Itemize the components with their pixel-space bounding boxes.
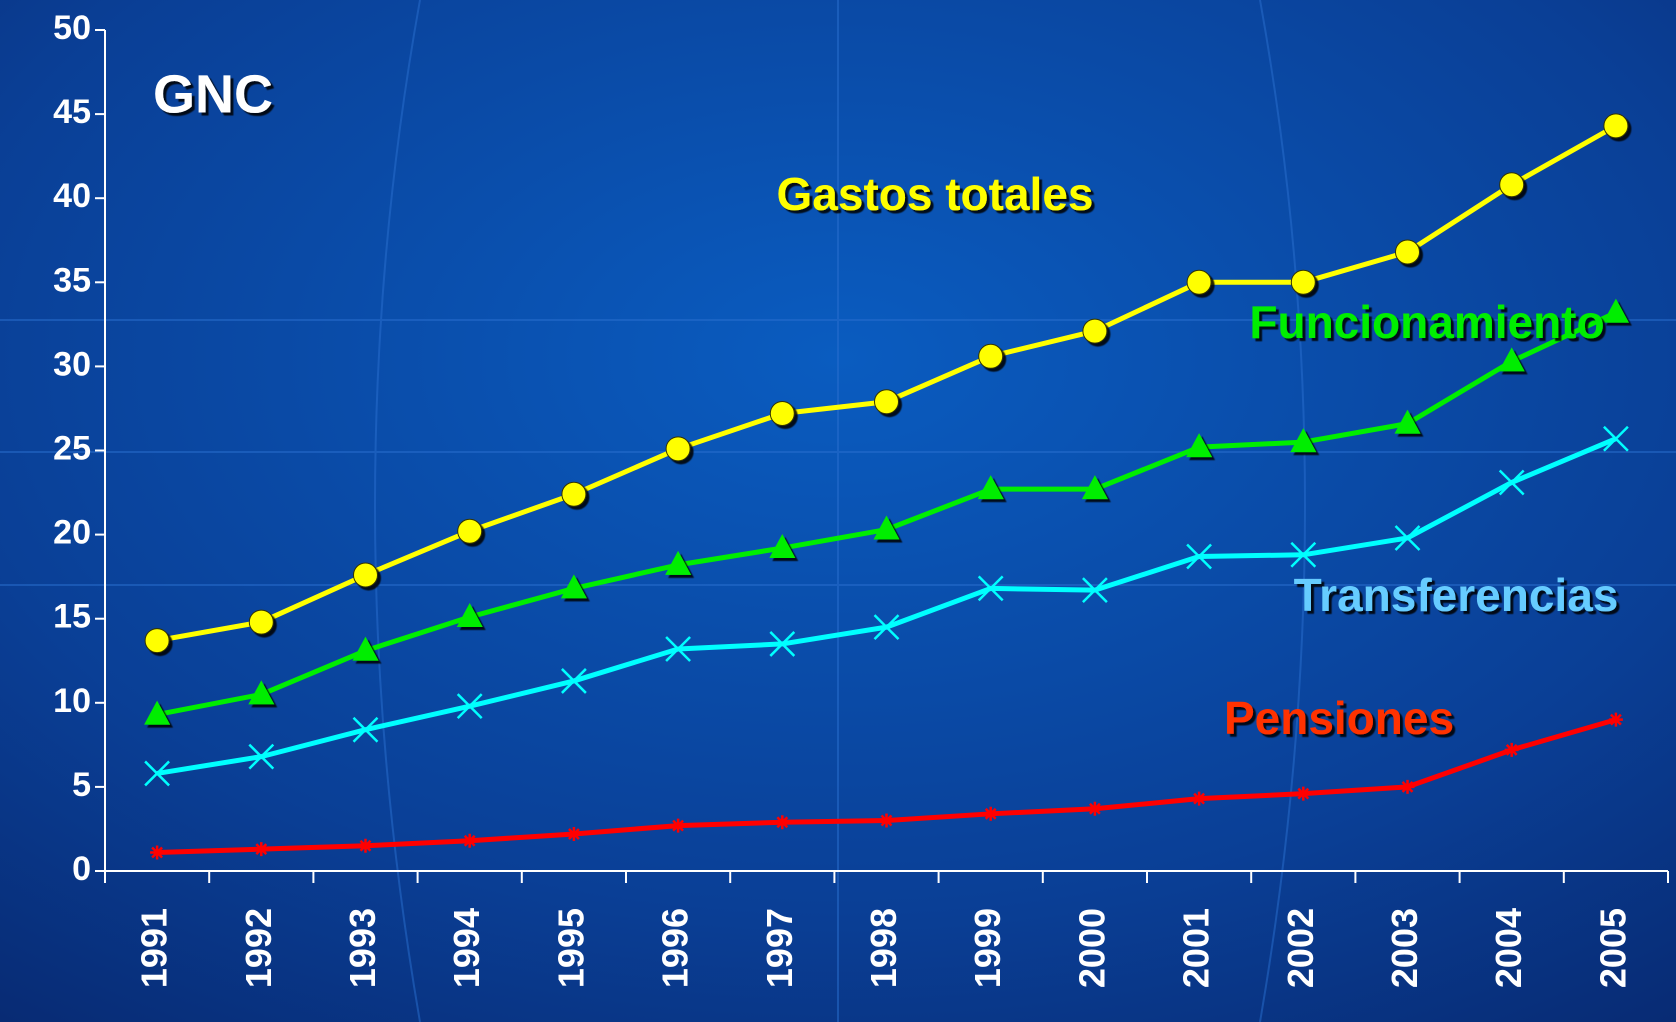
x-tick-label: 2001: [1176, 908, 1217, 988]
series: [144, 298, 1629, 725]
x-tick-label: 2005: [1592, 908, 1633, 988]
marker: [775, 815, 790, 830]
marker: [769, 534, 796, 559]
marker: [978, 343, 1004, 369]
y-tick-label: 40: [53, 177, 91, 215]
x-tick-label: 1993: [342, 908, 383, 988]
marker: [665, 436, 691, 462]
marker: [879, 813, 894, 828]
series-label: Gastos totales: [777, 168, 1094, 220]
annotation: GNC: [153, 64, 273, 124]
marker: [1498, 469, 1525, 496]
y-tick-label: 25: [53, 429, 91, 467]
y-tick-label: 50: [53, 9, 91, 47]
marker: [1290, 269, 1316, 295]
marker: [1394, 409, 1421, 434]
marker: [983, 806, 998, 821]
marker: [873, 515, 900, 540]
marker: [1296, 786, 1311, 801]
marker: [1394, 525, 1421, 551]
x-tick-label: 1994: [446, 908, 487, 988]
x-tick-label: 1996: [655, 908, 696, 988]
x-tick-label: 1995: [550, 908, 591, 988]
marker: [358, 838, 373, 853]
marker: [1608, 712, 1623, 727]
y-tick-label: 10: [53, 682, 91, 720]
marker: [1192, 791, 1207, 806]
marker: [671, 818, 686, 833]
series-label: Funcionamiento: [1249, 296, 1604, 348]
x-tick-label: 2002: [1280, 908, 1321, 988]
marker: [769, 400, 795, 426]
x-tick-label: 1997: [759, 908, 800, 988]
marker: [1082, 577, 1108, 603]
marker: [1602, 298, 1629, 323]
marker: [248, 743, 275, 770]
marker: [874, 389, 899, 415]
series: [150, 712, 1623, 860]
y-tick-label: 15: [53, 598, 91, 636]
marker: [1290, 541, 1317, 568]
marker: [254, 842, 269, 857]
marker: [665, 550, 692, 575]
x-tick-label: 1998: [863, 908, 904, 988]
marker: [1186, 543, 1212, 570]
marker: [977, 575, 1004, 602]
marker: [977, 475, 1004, 500]
x-tick-label: 2003: [1384, 908, 1425, 988]
marker: [456, 693, 483, 720]
x-tick-label: 2004: [1488, 908, 1529, 988]
series-label: Transferencias: [1294, 569, 1619, 621]
marker: [1186, 269, 1212, 295]
marker: [1186, 433, 1213, 458]
marker: [1603, 425, 1629, 452]
marker: [566, 826, 581, 841]
y-tick-label: 35: [53, 261, 91, 299]
series: [144, 425, 1629, 787]
marker: [150, 845, 165, 860]
y-tick-label: 45: [53, 93, 91, 131]
marker: [1082, 318, 1108, 344]
marker: [873, 614, 900, 640]
x-tick-label: 2000: [1071, 908, 1112, 988]
marker: [248, 609, 274, 635]
marker: [769, 631, 796, 657]
y-tick-label: 5: [72, 766, 91, 804]
marker: [561, 481, 587, 507]
marker: [248, 680, 275, 705]
marker: [144, 760, 170, 787]
x-tick-label: 1991: [134, 908, 175, 988]
marker: [1290, 428, 1317, 453]
marker: [456, 603, 483, 628]
series: [144, 113, 1629, 654]
marker: [353, 562, 378, 588]
marker: [352, 716, 379, 743]
x-tick-label: 1992: [238, 908, 279, 988]
marker: [1498, 347, 1525, 372]
marker: [1504, 742, 1519, 757]
marker: [1087, 801, 1102, 816]
marker: [1499, 172, 1525, 198]
marker: [352, 636, 379, 661]
marker: [1395, 239, 1420, 265]
series-label: Pensiones: [1224, 692, 1454, 744]
x-tick-label: 1999: [967, 908, 1008, 988]
marker: [1081, 475, 1108, 500]
marker: [457, 518, 483, 544]
y-tick-label: 20: [53, 514, 91, 552]
marker: [665, 636, 691, 662]
marker: [1603, 113, 1629, 139]
y-tick-label: 30: [53, 345, 91, 383]
marker: [144, 628, 170, 654]
marker: [462, 833, 477, 848]
marker: [561, 668, 587, 694]
y-tick-label: 0: [72, 850, 91, 888]
marker: [560, 574, 587, 599]
marker: [144, 700, 171, 725]
marker: [1400, 779, 1415, 794]
